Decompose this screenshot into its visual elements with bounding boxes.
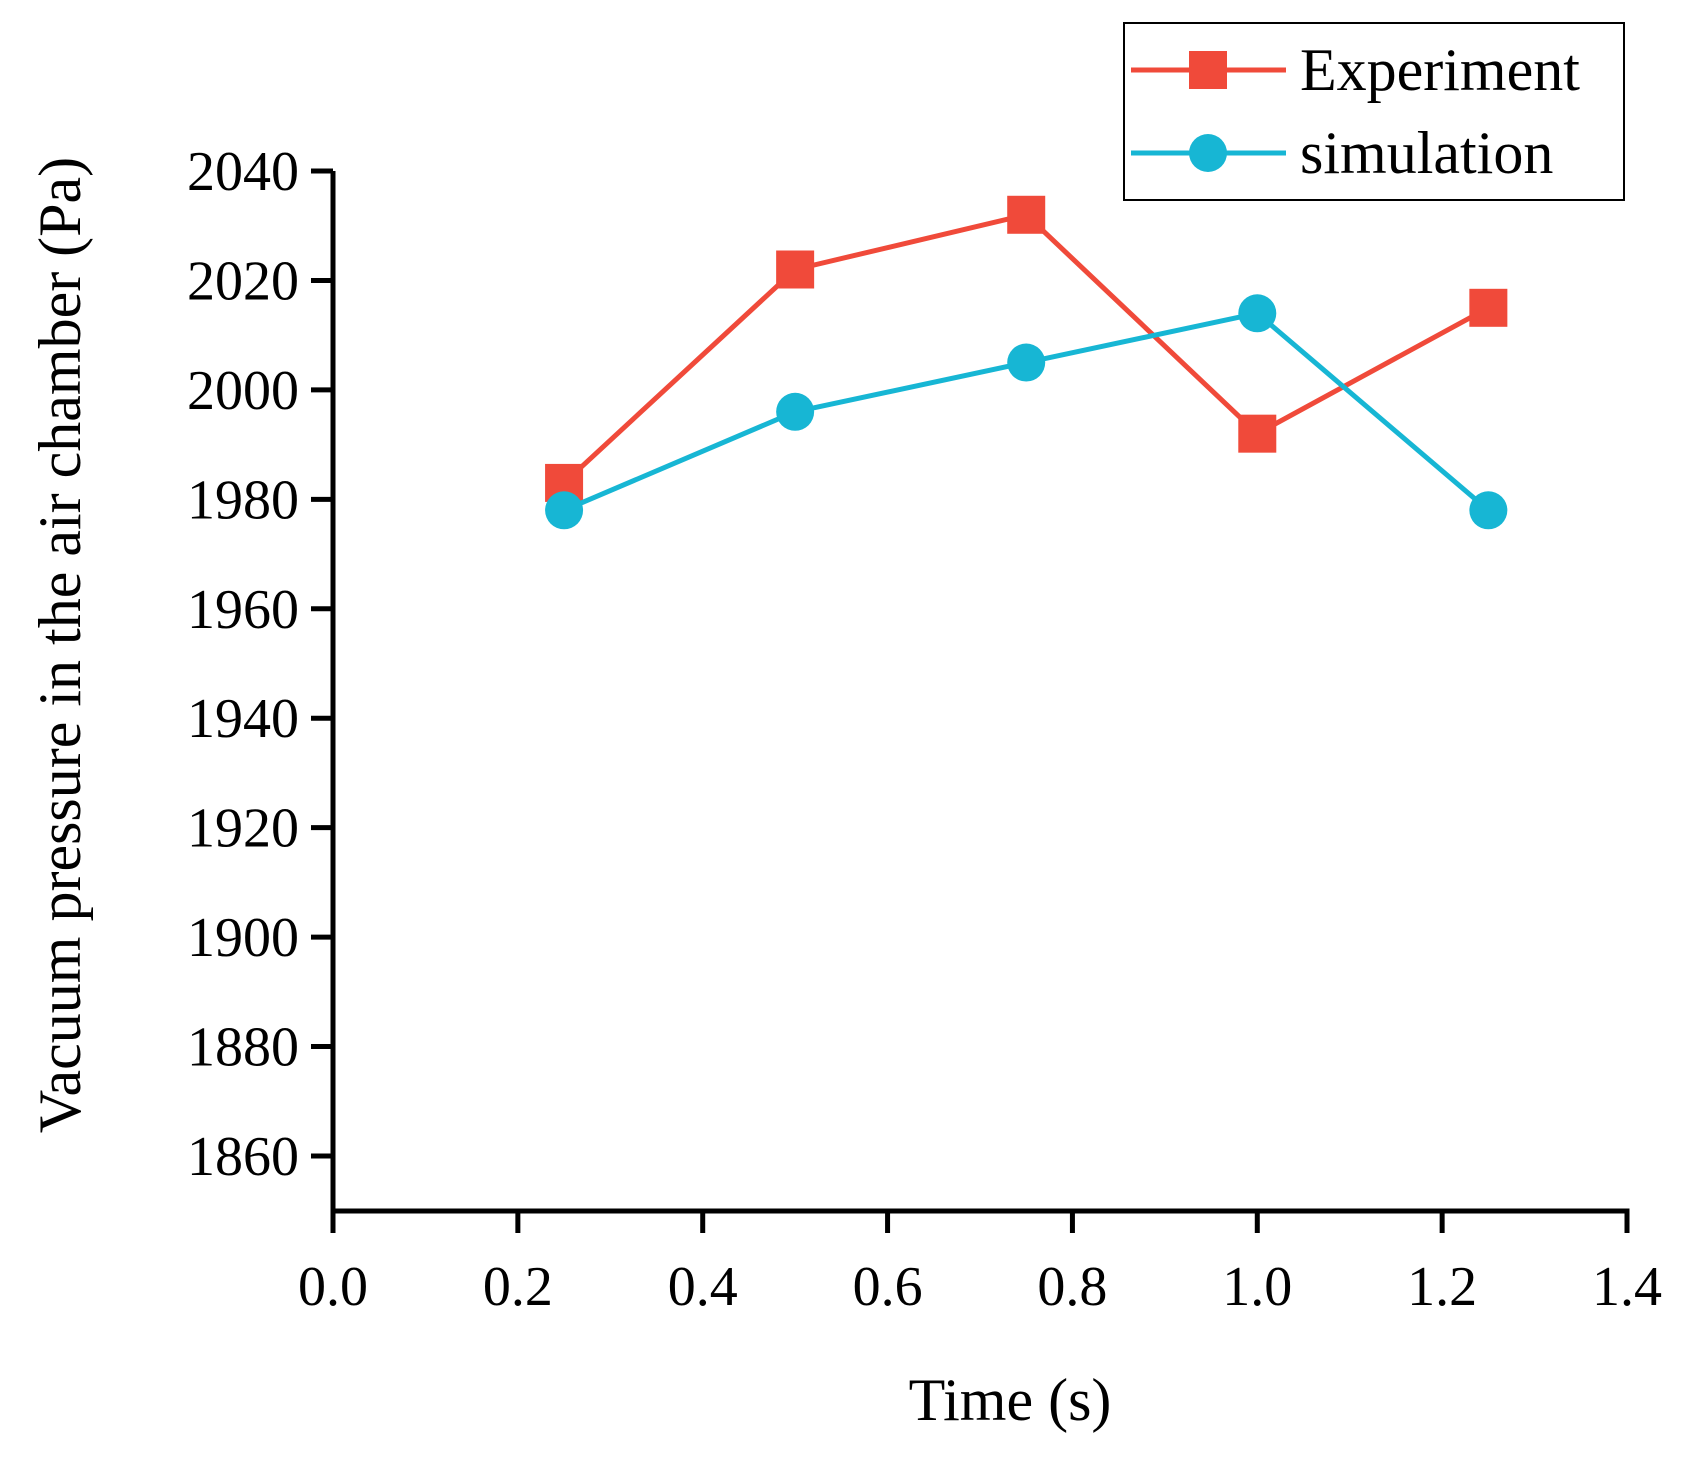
series	[545, 195, 1508, 530]
x-tick-label: 0.2	[483, 1256, 553, 1318]
data-point-simulation	[1238, 294, 1277, 333]
x-tick-label: 0.8	[1037, 1256, 1107, 1318]
data-point-experiment	[1469, 288, 1508, 327]
data-point-simulation	[1007, 343, 1046, 382]
legend-marker-simulation	[1189, 134, 1227, 172]
x-tick-label: 0.0	[298, 1256, 368, 1318]
y-axis-title: Vacuum pressure in the air chamber (Pa)	[27, 157, 93, 1133]
y-axis-ticks: 1860 1880 1900 1920 1940 1960 1980 2000 2020 2040	[187, 141, 333, 1188]
series-simulation	[545, 294, 1508, 530]
x-tick-label: 1.4	[1592, 1256, 1662, 1318]
data-point-experiment	[1007, 195, 1046, 234]
axes: 0.0 0.2 0.4 0.6 0.8 1.0 1.2 1.4 1860 1880 1900 192…	[27, 141, 1662, 1433]
legend: Experiment simulation	[1123, 22, 1625, 201]
data-point-simulation	[545, 491, 584, 530]
x-tick-label: 1.0	[1222, 1256, 1292, 1318]
y-tick-label: 2040	[187, 141, 299, 203]
x-axis-ticks: 0.0 0.2 0.4 0.6 0.8 1.0 1.2 1.4	[298, 1211, 1662, 1318]
y-tick-label: 2000	[187, 360, 299, 422]
y-tick-label: 1860	[187, 1126, 299, 1188]
y-tick-label: 1880	[187, 1017, 299, 1079]
data-point-simulation	[1469, 491, 1508, 530]
y-tick-label: 1920	[187, 798, 299, 860]
legend-label-simulation: simulation	[1300, 120, 1553, 186]
y-tick-label: 1900	[187, 907, 299, 969]
y-tick-label: 1980	[187, 469, 299, 531]
legend-label-experiment: Experiment	[1300, 37, 1580, 103]
data-point-experiment	[1238, 414, 1277, 453]
y-tick-label: 2020	[187, 250, 299, 312]
y-tick-label: 1940	[187, 688, 299, 750]
series-line-simulation	[563, 310, 1490, 513]
y-tick-label: 1960	[187, 579, 299, 641]
x-tick-label: 1.2	[1407, 1256, 1477, 1318]
x-tick-label: 0.6	[853, 1256, 923, 1318]
x-tick-label: 0.4	[668, 1256, 738, 1318]
data-point-experiment	[776, 250, 815, 289]
data-point-simulation	[776, 392, 815, 431]
x-axis-title: Time (s)	[909, 1367, 1112, 1433]
legend-marker-experiment	[1189, 51, 1227, 89]
